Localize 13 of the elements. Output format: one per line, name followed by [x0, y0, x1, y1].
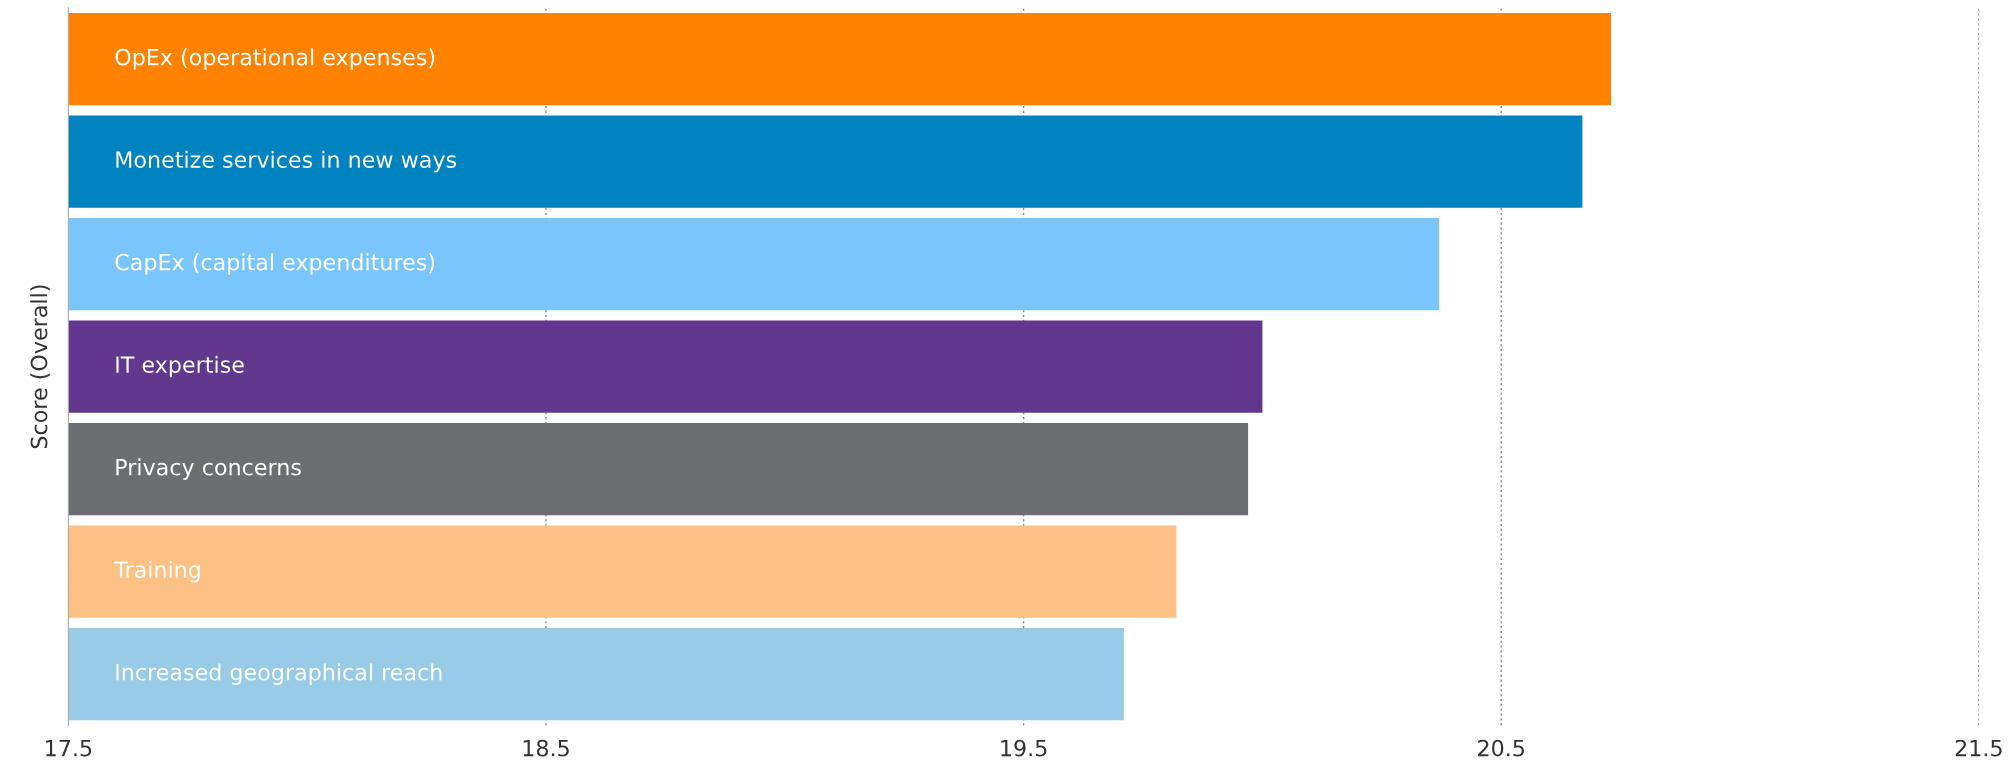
- y-tick-label: Monetize services in new ways: [116, 150, 457, 173]
- y-tick-label: OpEx (operational expenses): [115, 48, 435, 70]
- y-axis-title: Score (Overall): [30, 285, 51, 449]
- y-tick-label: Training: [114, 560, 200, 583]
- x-tick-label: 18.5: [523, 739, 569, 757]
- x-tick-label: 21.5: [1955, 739, 2002, 757]
- y-tick-label: Privacy concerns: [116, 458, 301, 480]
- y-tick-label: CapEx (capital expenditures): [115, 253, 435, 275]
- x-tick-label: 19.5: [1001, 739, 1047, 757]
- y-tick-label: IT expertise: [116, 355, 244, 378]
- x-tick-label: 17.5: [46, 739, 92, 757]
- y-tick-label: Increased geographical reach: [116, 663, 442, 685]
- x-tick-label: 20.5: [1478, 739, 1525, 757]
